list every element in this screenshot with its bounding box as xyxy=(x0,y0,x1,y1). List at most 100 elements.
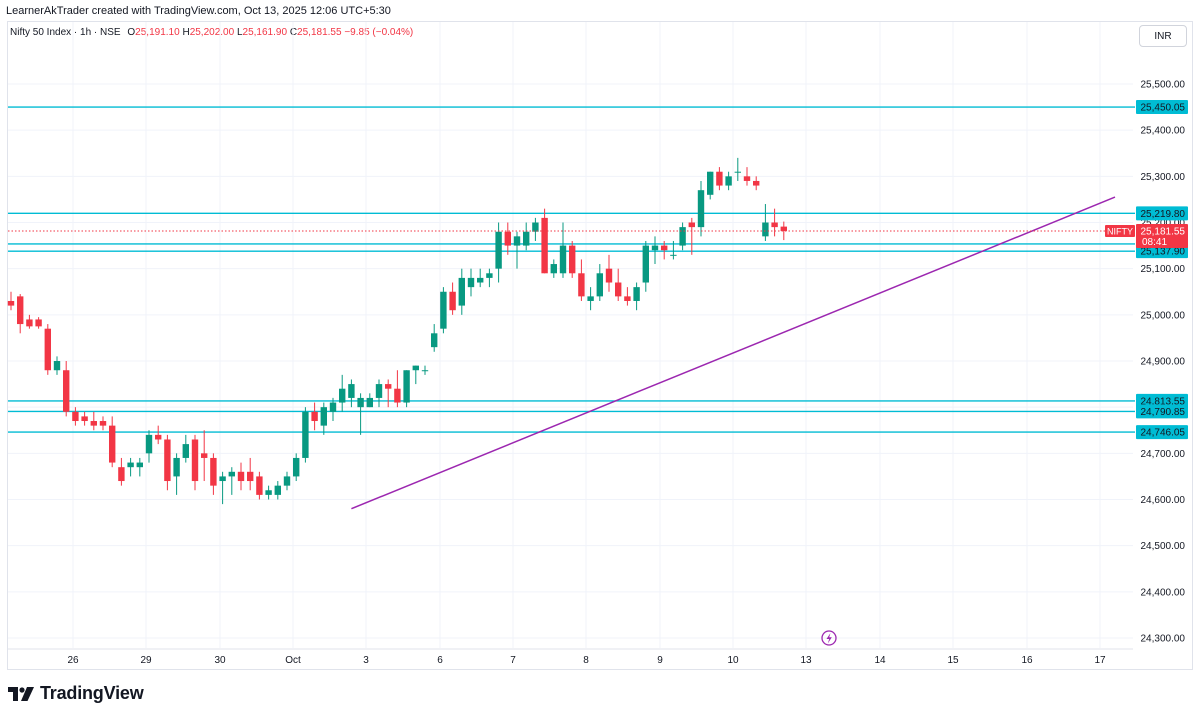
candle xyxy=(44,324,51,375)
lightning-icon-bolt xyxy=(826,633,832,644)
candle xyxy=(145,430,153,463)
candle xyxy=(201,430,208,482)
candle-body xyxy=(440,291,447,329)
candle xyxy=(265,485,272,500)
candle-body xyxy=(385,384,392,389)
currency-selector[interactable]: INR xyxy=(1139,25,1187,47)
candle xyxy=(17,294,24,334)
candle xyxy=(329,397,337,422)
lightning-icon-ring xyxy=(821,630,837,646)
candle-body xyxy=(587,296,594,301)
y-tick-label: 25,500.00 xyxy=(1141,80,1186,91)
candle-body xyxy=(651,245,659,251)
candle-body xyxy=(109,425,116,463)
candle xyxy=(35,317,42,329)
candle xyxy=(72,407,79,426)
candle xyxy=(357,393,364,435)
candle xyxy=(7,291,15,311)
candle-body xyxy=(182,444,189,458)
candle xyxy=(311,402,318,431)
candle-body xyxy=(615,282,622,297)
footer-brand[interactable]: TradingView xyxy=(8,683,144,704)
candle xyxy=(477,268,484,288)
candle xyxy=(302,407,309,463)
candle-body xyxy=(164,439,171,482)
x-tick-label: 3 xyxy=(363,655,369,666)
candle xyxy=(283,471,291,491)
candle xyxy=(53,356,61,375)
x-tick-label: 6 xyxy=(437,655,443,666)
candle xyxy=(90,411,97,431)
candle xyxy=(642,240,649,292)
candle-body xyxy=(274,485,281,495)
level-price-label: 25,219.80 xyxy=(1141,209,1186,220)
candle xyxy=(697,180,705,237)
y-tick-label: 25,100.00 xyxy=(1141,264,1186,275)
candle-body xyxy=(467,277,475,288)
candle-body xyxy=(412,365,419,371)
candle-body xyxy=(624,296,631,301)
candle-body xyxy=(35,319,42,327)
candle xyxy=(293,453,300,482)
y-tick-label: 24,600.00 xyxy=(1141,495,1186,506)
candle-body xyxy=(679,227,686,246)
candle-body xyxy=(357,397,364,408)
high-value: 25,202.00 xyxy=(189,27,235,38)
candle xyxy=(26,314,33,329)
candle-body xyxy=(302,411,309,458)
x-tick-label: 10 xyxy=(727,655,739,666)
candle xyxy=(513,231,521,269)
candle xyxy=(688,217,695,255)
candle-body xyxy=(26,319,33,327)
candle xyxy=(136,457,143,477)
candle xyxy=(81,411,88,426)
candle-body xyxy=(339,388,346,403)
candle xyxy=(366,393,373,408)
candle xyxy=(164,434,171,491)
candle-body xyxy=(366,397,373,408)
candle xyxy=(605,254,613,292)
candle-body xyxy=(90,421,97,426)
candle xyxy=(615,268,622,301)
open-label: O xyxy=(127,27,136,38)
countdown-label: 08:41 xyxy=(1142,237,1167,248)
candle xyxy=(707,171,714,200)
candle-body xyxy=(99,421,107,426)
candle-body xyxy=(477,277,484,283)
candle-body xyxy=(762,222,769,237)
candle-body xyxy=(697,190,705,228)
candle-body xyxy=(320,407,327,426)
y-tick-label: 24,500.00 xyxy=(1141,541,1186,552)
candle-body xyxy=(63,370,70,412)
x-tick-label: 7 xyxy=(510,655,516,666)
candle-body xyxy=(173,457,180,477)
low-label: L xyxy=(236,27,243,38)
y-tick-label: 24,300.00 xyxy=(1141,634,1186,645)
candle xyxy=(173,453,180,495)
candle xyxy=(403,370,410,408)
candle-body xyxy=(670,254,677,256)
candle xyxy=(385,379,392,408)
candle-body xyxy=(237,471,245,482)
candle-body xyxy=(201,453,208,458)
candle-body xyxy=(550,264,557,274)
candle-body xyxy=(311,411,318,422)
candle xyxy=(550,259,557,278)
candle-body xyxy=(504,231,511,246)
candle xyxy=(578,259,585,301)
candle xyxy=(431,324,438,352)
candle-body xyxy=(707,171,714,195)
footer-brand-text: TradingView xyxy=(40,683,144,703)
candle-body xyxy=(219,476,226,482)
candle xyxy=(651,236,659,265)
last-price-tag xyxy=(1136,224,1188,249)
candle-body xyxy=(725,176,732,186)
candle xyxy=(532,217,539,241)
candle-body xyxy=(394,388,401,403)
open-value: 25,191.10 xyxy=(135,27,180,38)
candle xyxy=(118,457,125,486)
candle xyxy=(661,240,668,260)
candle xyxy=(394,370,401,408)
candle-body xyxy=(523,231,530,246)
